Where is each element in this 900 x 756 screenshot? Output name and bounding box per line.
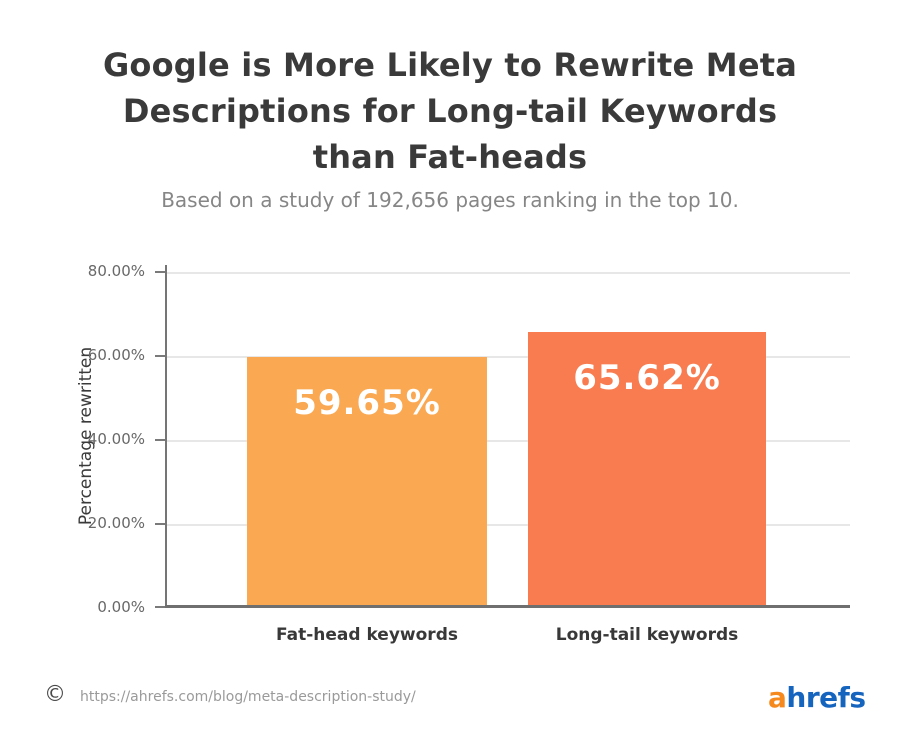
ahrefs-logo-prefix: a xyxy=(768,681,787,714)
chart-title-line-3: than Fat-heads xyxy=(312,138,588,176)
plot-area: 59.65% 65.62% xyxy=(165,265,850,608)
bar-value-label-fat-head: 59.65% xyxy=(293,383,441,424)
y-tick-label-80: 80.00% xyxy=(87,262,145,280)
bar-fat-head-keywords: 59.65% xyxy=(247,357,487,608)
x-tick-label-long-tail: Long-tail keywords xyxy=(555,625,739,645)
ahrefs-logo-suffix: hrefs xyxy=(786,681,866,714)
y-tick-mark-20 xyxy=(155,523,165,525)
y-tick-mark-0 xyxy=(155,606,165,608)
chart-title-line-2: Descriptions for Long-tail Keywords xyxy=(122,92,778,130)
gridline-60 xyxy=(167,356,850,358)
y-tick-label-0: 0.00% xyxy=(97,598,145,616)
copyright-icon: © xyxy=(44,682,66,707)
gridline-40 xyxy=(167,440,850,442)
gridline-20 xyxy=(167,524,850,526)
y-axis-line xyxy=(165,265,167,608)
y-tick-label-60: 60.00% xyxy=(87,346,145,364)
chart-title-line-1: Google is More Likely to Rewrite Meta xyxy=(102,46,798,84)
bar-long-tail-keywords: 65.62% xyxy=(528,332,766,608)
y-tick-mark-80 xyxy=(155,271,165,273)
source-url-text: https://ahrefs.com/blog/meta-description… xyxy=(80,689,416,705)
y-tick-label-20: 20.00% xyxy=(87,514,145,532)
y-tick-mark-40 xyxy=(155,439,165,441)
ahrefs-logo: ahrefs xyxy=(768,681,866,714)
chart-subtitle: Based on a study of 192,656 pages rankin… xyxy=(161,188,739,212)
bar-value-label-long-tail: 65.62% xyxy=(573,358,721,399)
gridline-80 xyxy=(167,272,850,274)
chart-title: Google is More Likely to Rewrite Meta De… xyxy=(0,42,900,180)
y-tick-mark-60 xyxy=(155,355,165,357)
x-tick-label-fat-head: Fat-head keywords xyxy=(276,625,458,645)
x-axis-line xyxy=(165,605,850,608)
y-tick-label-40: 40.00% xyxy=(87,430,145,448)
